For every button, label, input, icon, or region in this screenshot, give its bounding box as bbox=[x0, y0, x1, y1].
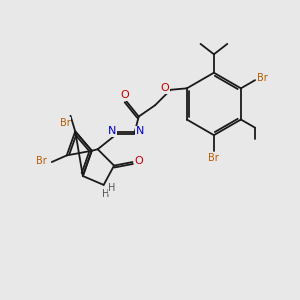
Text: Br: Br bbox=[257, 73, 268, 83]
Text: H: H bbox=[102, 189, 110, 199]
Text: Br: Br bbox=[36, 155, 47, 166]
Text: O: O bbox=[135, 156, 143, 167]
Text: O: O bbox=[120, 90, 129, 100]
Text: O: O bbox=[135, 156, 143, 167]
Text: N: N bbox=[135, 126, 144, 136]
Text: Br: Br bbox=[60, 118, 70, 128]
Text: N: N bbox=[107, 126, 116, 136]
Text: Br: Br bbox=[208, 153, 219, 163]
Text: H: H bbox=[108, 183, 116, 193]
Text: O: O bbox=[161, 83, 170, 93]
